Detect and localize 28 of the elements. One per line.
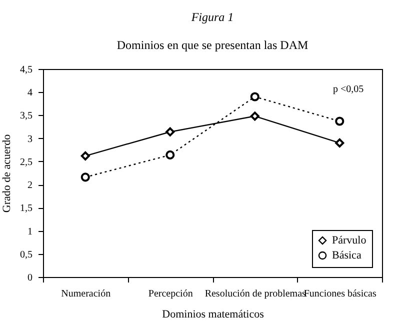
y-tick-label: 1 — [28, 226, 32, 238]
y-tick-label: 0,5 — [20, 249, 32, 260]
y-tick-label: 3,5 — [20, 110, 32, 122]
y-tick-label: 0 — [28, 272, 32, 284]
point — [250, 92, 260, 102]
point — [250, 112, 260, 121]
point — [335, 138, 344, 148]
point — [335, 116, 344, 126]
y-tick-label: 1,5 — [20, 203, 32, 214]
legend-label: Básica — [332, 250, 362, 262]
legend-label: Párvulo — [332, 234, 367, 246]
x-tick-label: Percepción — [148, 288, 193, 300]
y-axis-title: Grado de acuerdo — [1, 134, 13, 213]
y-tick-label: 2,5 — [20, 156, 32, 168]
y-tick-label: 4 — [28, 88, 32, 99]
x-tick-label: Funciones básicas — [304, 288, 376, 300]
point — [166, 150, 175, 160]
point — [80, 172, 90, 182]
x-tick-label: Numeración — [61, 288, 111, 300]
y-tick-label: 2 — [28, 180, 32, 192]
y-tick-label: 3 — [28, 134, 32, 145]
point — [80, 151, 90, 160]
chart-subtitle: Dominios en que se presentan las DAM — [116, 38, 308, 52]
chart-title: Figura 1 — [190, 10, 234, 24]
x-axis-title: Dominios matemáticos — [162, 308, 264, 320]
annotation: p <0,05 — [333, 84, 364, 95]
y-tick-label: 4,5 — [20, 64, 32, 76]
point — [166, 127, 175, 136]
